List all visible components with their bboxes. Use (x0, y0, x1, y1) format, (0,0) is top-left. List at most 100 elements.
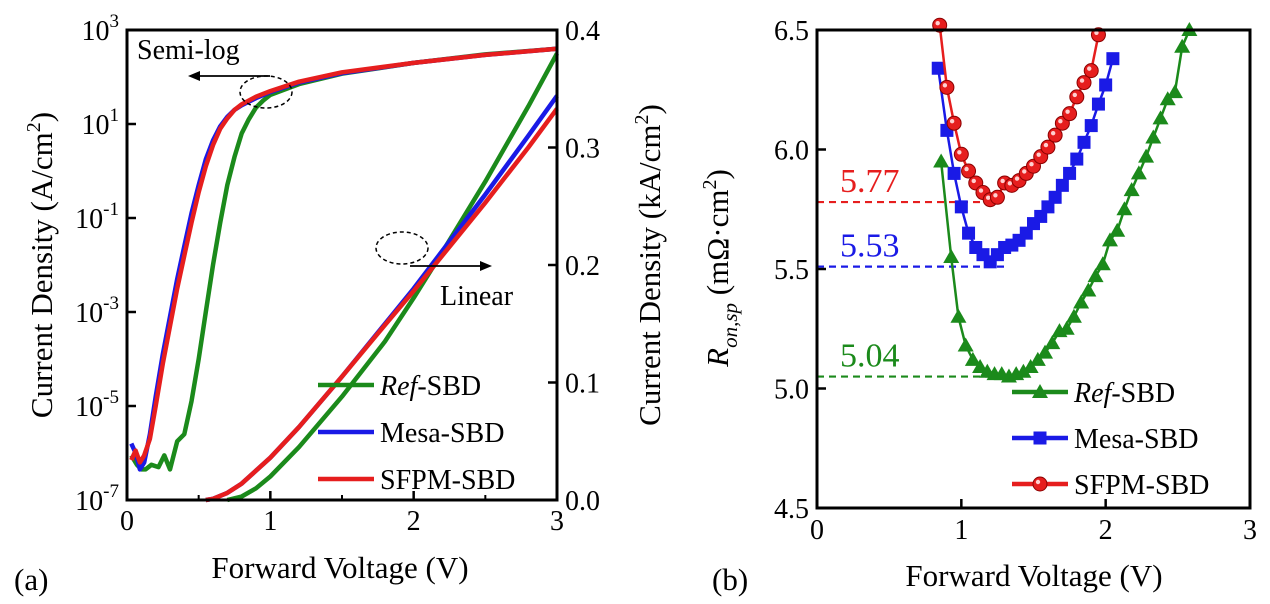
min-value-label-mesa: 5.53 (840, 228, 900, 265)
panel-b-point-mesa (1055, 178, 1069, 192)
panel-b-point-ref (1159, 91, 1176, 106)
panel-a-right-y-tick-label: 0.4 (565, 16, 600, 47)
panel-b-point-mesa (1070, 152, 1084, 166)
panel-b-x-axis-label: Forward Voltage (V) (905, 558, 1162, 593)
panel-b-point-sfpm (1069, 89, 1085, 105)
panel-a-right-y-tick-label: 0.1 (565, 369, 600, 400)
legend-marker-ref (1032, 384, 1048, 398)
panel-b-x-tick-label: 2 (1099, 515, 1113, 546)
panel-b-min-guides: 5.77 5.53 5.04 (817, 163, 1008, 378)
panel-a-left-y-tick-label: 10-5 (75, 387, 119, 423)
panel-b-point-ref (1044, 335, 1061, 350)
panel-a-right-y-tick-label: 0.0 (565, 486, 600, 517)
panel-b-point-sfpm (989, 189, 1005, 205)
panel-b-point-ref (1152, 110, 1169, 125)
panel-b-point-sfpm-highlight (1036, 152, 1041, 157)
panel-b-point-ref (1109, 222, 1126, 237)
panel-b-point-ref (1022, 358, 1039, 373)
panel-b-point-sfpm-highlight (1065, 109, 1070, 114)
panel-b-point-sfpm (939, 79, 955, 95)
panel-a-left-y-tick-label: 101 (82, 105, 120, 141)
panel-b-point-ref (1015, 363, 1032, 378)
legend-label-sfpm: SFPM-SBD (1074, 470, 1209, 501)
panel-b-point-sfpm-highlight (942, 83, 948, 88)
panel-b-point-sfpm-highlight (1072, 92, 1078, 98)
panel-b-point-ref (1101, 232, 1118, 247)
panel-b-x-tick-label: 0 (810, 515, 824, 546)
legend-label-ref: Ref-SBD (379, 371, 481, 402)
panel-b-point-ref (1138, 148, 1155, 163)
panel-b-point-sfpm-highlight (1050, 130, 1056, 136)
panel-a-left-y-tick-label: 10-1 (75, 199, 119, 235)
panel-b-point-sfpm (1062, 106, 1078, 122)
panel-a-left-y-tick-label: 103 (82, 11, 120, 47)
panel-b-point-sfpm-highlight (1087, 66, 1092, 71)
panel-b-point-sfpm-highlight (1007, 181, 1013, 186)
min-value-label-sfpm: 5.77 (840, 163, 900, 200)
panel-b-point-ref (933, 153, 950, 168)
panel-b-point-mesa (954, 200, 968, 214)
panel-b-point-ref (1073, 294, 1090, 309)
panel-b-point-ref (1058, 320, 1075, 335)
panel-b-y-axis-label: Ron,sp (mΩ·cm2) (699, 169, 742, 368)
panel-b-curves (931, 17, 1198, 383)
panel-b-point-sfpm-highlight (1043, 142, 1049, 148)
linear-annotation: Linear (440, 281, 514, 312)
panel-a-x-tick-label: 3 (550, 506, 564, 537)
semilog-arrowhead (188, 71, 200, 81)
legend-label-sfpm: SFPM-SBD (380, 465, 515, 496)
panel-a-linear-curves (205, 52, 559, 503)
panel-b-point-mesa (1048, 190, 1062, 204)
panel-b-point-mesa (1106, 52, 1120, 66)
panel-b-point-ref (1166, 84, 1183, 99)
panel-a-left-y-tick-label: 10-3 (75, 293, 119, 329)
panel-b-point-ref (1094, 256, 1111, 271)
panel-a-left-y-tick-label: 10-7 (75, 481, 119, 517)
panel-a: 0 1 2 3 10-7 10-5 10-3 10-1 101 103 0.0 0.1 0.2 0.3 0.… (14, 11, 667, 597)
panel-b-point-sfpm-highlight (978, 188, 984, 193)
panel-b-point-ref (1174, 38, 1191, 53)
panel-b-point-ref (1065, 308, 1082, 323)
legend-label-mesa: Mesa-SBD (1074, 424, 1198, 455)
panel-b-x-tick-label: 1 (954, 515, 968, 546)
panel-b-point-sfpm-highlight (1000, 178, 1005, 184)
panel-b-point-sfpm (1083, 63, 1099, 79)
legend-marker-mesa (1033, 431, 1047, 445)
panel-b-y-tick-label: 5.5 (774, 255, 809, 286)
panel-a-ticks: 0 1 2 3 10-7 10-5 10-3 10-1 101 103 0.0 0.1 0.2 0.3 0.… (75, 11, 600, 537)
panel-b-point-ref (1145, 129, 1162, 144)
panel-a-legend: Ref-SBD Mesa-SBD SFPM-SBD (318, 371, 515, 496)
panel-b-point-sfpm-highlight (1022, 169, 1027, 174)
panel-a-semilog-line-sfpm (129, 46, 558, 465)
panel-b-point-ref (1130, 165, 1147, 180)
panel-b-point-sfpm-highlight (1029, 162, 1034, 167)
legend-label-ref: Ref-SBD (1073, 378, 1175, 409)
semilog-annotation: Semi-log (137, 35, 240, 66)
panel-a-label: (a) (14, 562, 48, 597)
panel-b-y-tick-label: 6.0 (774, 136, 809, 167)
panel-b-point-sfpm-highlight (1079, 78, 1085, 83)
panel-b-point-ref (1029, 351, 1046, 366)
panel-b-point-mesa (1063, 166, 1077, 180)
panel-b-point-sfpm (946, 115, 962, 131)
legend-marker-sfpm-highlight (1035, 479, 1041, 485)
panel-b-point-sfpm-highlight (993, 193, 998, 198)
panel-b-point-ref (1087, 268, 1104, 283)
panel-b-point-mesa (962, 226, 976, 240)
panel-b-point-ref (1123, 182, 1140, 197)
panel-a-linear-line-sfpm (205, 107, 559, 503)
panel-b-point-ref (964, 351, 981, 366)
panel-b-point-ref (1037, 344, 1054, 359)
panel-b-point-ref (1080, 282, 1097, 297)
panel-b-point-mesa (1099, 78, 1113, 92)
panel-a-semilog-line-ref (129, 46, 558, 472)
panel-a-x-tick-label: 0 (120, 506, 134, 537)
panel-a-left-y-axis-label: Current Density (A/cm2) (23, 112, 59, 418)
panel-b-point-sfpm-highlight (1014, 176, 1020, 181)
panel-b: 5.77 5.53 5.04 0 1 2 3 4.5 5.0 5.5 6.0 6.5 Forward… (699, 16, 1257, 597)
legend-label-mesa: Mesa-SBD (380, 418, 504, 449)
panel-a-right-y-tick-label: 0.3 (565, 134, 600, 165)
panel-b-point-sfpm-highlight (935, 21, 940, 26)
panel-b-point-sfpm-highlight (957, 150, 962, 155)
